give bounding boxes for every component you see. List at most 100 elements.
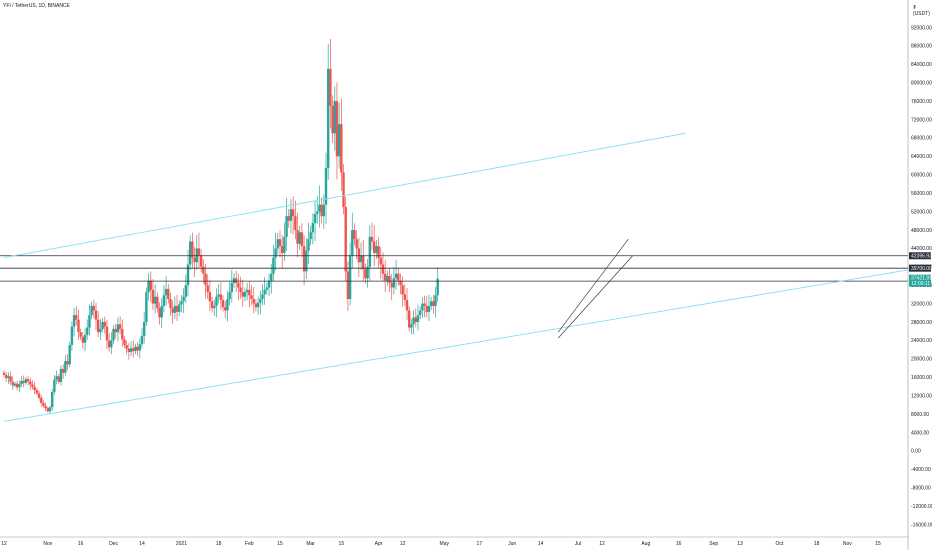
- candle-body: [326, 68, 330, 168]
- candle-body: [55, 376, 58, 380]
- candle-body: [408, 310, 411, 328]
- y-tick-label: 32000.00: [911, 301, 932, 307]
- candle-body: [127, 348, 131, 352]
- candle-body: [118, 324, 122, 329]
- candle-body: [204, 273, 207, 286]
- candle-body: [348, 255, 352, 300]
- x-tick-label: 13: [737, 541, 743, 547]
- candle-body: [383, 273, 387, 281]
- candle-body: [206, 285, 209, 293]
- candle-body: [83, 334, 87, 343]
- candle-body: [237, 282, 240, 288]
- candle-body: [42, 403, 45, 406]
- candle-body: [199, 255, 203, 267]
- candle-body: [344, 206, 347, 272]
- symbol-title: YFI / TetherUS, 1D, BINANCE: [3, 3, 70, 9]
- candle-body: [213, 305, 216, 309]
- candle-body: [153, 296, 157, 304]
- candle-body: [307, 239, 310, 251]
- candle-body: [171, 308, 174, 313]
- y-tick-label: -4000.00: [911, 467, 931, 473]
- candle-body: [160, 305, 163, 318]
- candle-body: [403, 294, 407, 300]
- x-tick-label: Dec: [109, 541, 118, 547]
- candle-body: [105, 326, 109, 341]
- y-tick-label: 48000.00: [911, 228, 932, 234]
- candle-body: [50, 391, 54, 408]
- candle-body: [145, 292, 148, 323]
- y-tick-label: 0.00: [911, 449, 921, 455]
- x-tick-label: 16: [676, 541, 682, 547]
- x-tick-label: 14: [538, 541, 544, 547]
- candle-body: [70, 326, 74, 346]
- candle-body: [272, 257, 275, 274]
- candle-body: [48, 407, 52, 412]
- trend-channel-line: [3, 268, 914, 422]
- candle-body: [230, 282, 234, 293]
- candle-body: [202, 266, 205, 274]
- candle-body: [294, 216, 297, 230]
- y-tick-label: 52000.00: [911, 209, 932, 215]
- candle-body: [7, 376, 10, 379]
- candle-body: [412, 317, 415, 325]
- current-price-tag-text: 37421.91: [911, 276, 932, 282]
- candle-body: [265, 287, 269, 290]
- candle-body: [324, 167, 328, 205]
- candle-body: [256, 302, 260, 308]
- candle-body: [368, 236, 372, 267]
- y-tick-label: 92000.00: [911, 25, 932, 31]
- candle-body: [434, 295, 437, 306]
- candle-body: [291, 209, 295, 217]
- candle-body: [61, 368, 65, 373]
- y-tick-label: 44000.00: [911, 246, 932, 252]
- candle-body: [234, 278, 238, 283]
- candle-body: [151, 289, 155, 304]
- y-tick-label: 76000.00: [911, 99, 932, 105]
- candle-body: [357, 248, 361, 263]
- candle-body: [24, 379, 28, 383]
- candle-body: [88, 315, 91, 328]
- candle-body: [221, 299, 225, 308]
- candle-body: [191, 241, 194, 258]
- y-tick-label: 4000.00: [911, 430, 929, 436]
- candle-body: [267, 280, 271, 288]
- x-tick-label: Nov: [843, 541, 852, 547]
- candle-body: [370, 236, 374, 242]
- candle-body: [20, 380, 23, 385]
- candle-body: [37, 393, 41, 398]
- candle-body: [103, 322, 106, 327]
- candle-body: [33, 386, 36, 391]
- y-tick-label: 8000.00: [911, 412, 929, 418]
- y-tick-label: 16000.00: [911, 375, 932, 381]
- x-tick-label: 14: [139, 541, 145, 547]
- candle-body: [15, 383, 19, 388]
- candle-body: [90, 305, 93, 316]
- candle-body: [270, 273, 273, 281]
- candle-body: [169, 299, 172, 309]
- current-price-tag-text: 12:09:11: [911, 281, 930, 287]
- candle-body: [416, 315, 420, 323]
- candle-body: [226, 299, 229, 311]
- candle-body: [248, 289, 251, 296]
- x-tick-label: 12: [1, 541, 7, 547]
- trend-channel-line: [557, 255, 633, 339]
- candle-body: [164, 288, 168, 296]
- candle-body: [322, 204, 326, 217]
- candle-body: [287, 216, 290, 221]
- candle-body: [142, 322, 146, 336]
- candle-body: [147, 280, 150, 293]
- candle-body: [362, 255, 365, 270]
- candle-body: [77, 319, 80, 333]
- candle-body: [280, 246, 284, 253]
- x-tick-label: 12: [400, 541, 406, 547]
- candle-body: [276, 239, 280, 249]
- candle-body: [432, 301, 435, 306]
- candle-body: [31, 384, 34, 387]
- y-tick-label: 56000.00: [911, 191, 932, 197]
- candle-body: [388, 276, 391, 283]
- x-tick-label: May: [440, 541, 450, 547]
- candle-body: [92, 305, 96, 311]
- candle-body: [79, 332, 82, 337]
- candle-body: [351, 229, 354, 256]
